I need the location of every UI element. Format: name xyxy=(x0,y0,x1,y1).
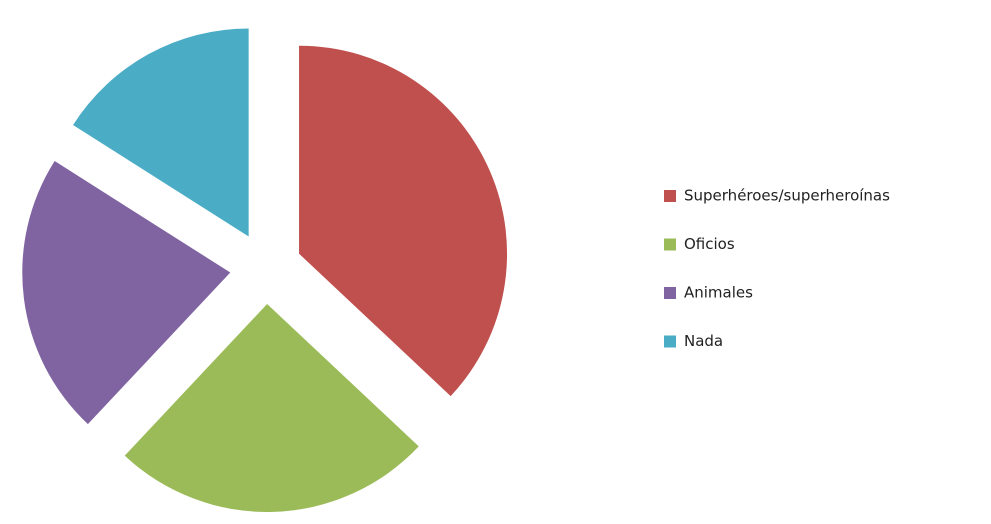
legend-swatch xyxy=(664,190,676,202)
legend-swatch xyxy=(664,335,676,348)
legend-label: Nada xyxy=(684,332,723,350)
legend-label: Animales xyxy=(684,284,753,302)
pie-slice xyxy=(22,161,231,425)
legend-label: Oficios xyxy=(684,235,735,253)
pie-slice xyxy=(299,45,508,397)
legend-swatch xyxy=(664,238,676,251)
legend-swatch xyxy=(664,287,676,299)
pie-slice xyxy=(124,303,419,512)
legend-label: Superhéroes/superheroínas xyxy=(684,187,890,205)
pie-slice xyxy=(73,28,249,237)
